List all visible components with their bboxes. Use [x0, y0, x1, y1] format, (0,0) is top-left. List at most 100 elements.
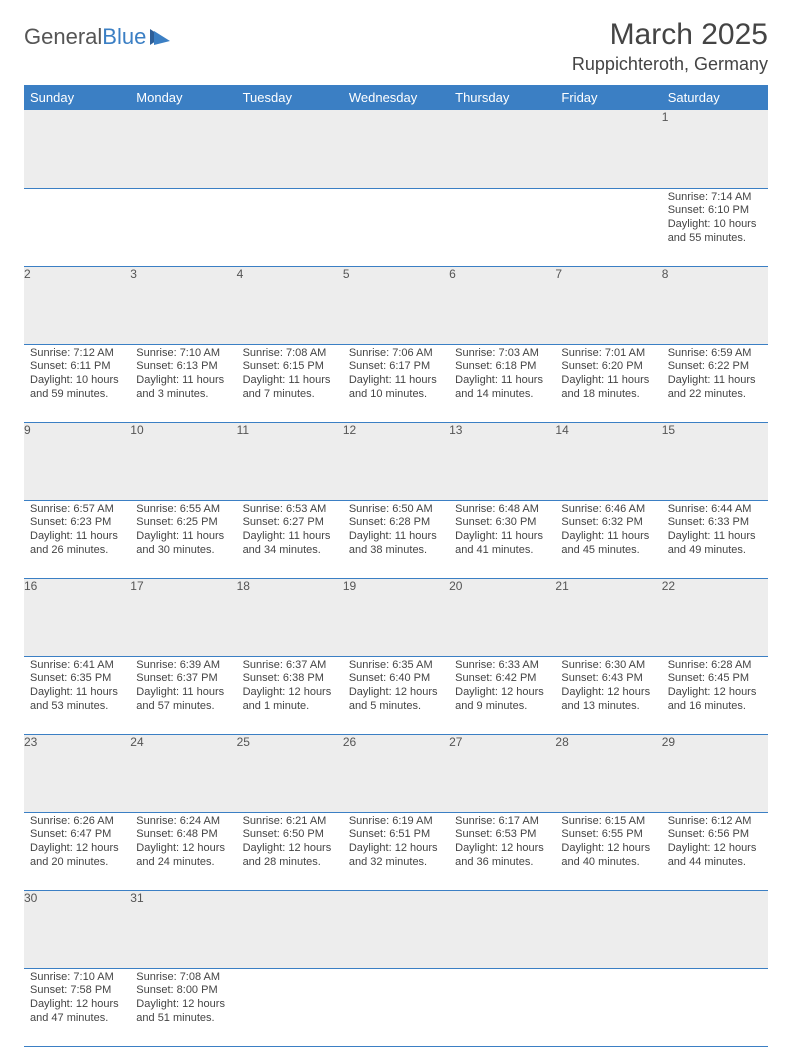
sunrise-text: Sunrise: 7:10 AM: [136, 347, 230, 361]
sunrise-text: Sunrise: 6:17 AM: [455, 815, 549, 829]
day-number-cell: 11: [237, 422, 343, 500]
day-number-cell: 24: [130, 734, 236, 812]
sunset-text: Sunset: 6:50 PM: [243, 828, 337, 842]
daylight-text: Daylight: 11 hours and 22 minutes.: [668, 374, 762, 402]
daylight-text: Daylight: 12 hours and 9 minutes.: [455, 686, 549, 714]
sunrise-text: Sunrise: 7:01 AM: [561, 347, 655, 361]
day-number-row: 9101112131415: [24, 422, 768, 500]
daylight-text: Daylight: 11 hours and 45 minutes.: [561, 530, 655, 558]
daylight-text: Daylight: 12 hours and 40 minutes.: [561, 842, 655, 870]
sunrise-text: Sunrise: 6:46 AM: [561, 503, 655, 517]
day-number-cell: 15: [662, 422, 768, 500]
day-body-cell: Sunrise: 6:12 AMSunset: 6:56 PMDaylight:…: [662, 812, 768, 890]
day-body-cell: [449, 968, 555, 1046]
sunrise-text: Sunrise: 6:26 AM: [30, 815, 124, 829]
sunrise-text: Sunrise: 6:12 AM: [668, 815, 762, 829]
sunset-text: Sunset: 6:53 PM: [455, 828, 549, 842]
day-body-cell: [343, 188, 449, 266]
logo-text-2: Blue: [102, 24, 146, 50]
day-body-row: Sunrise: 7:14 AMSunset: 6:10 PMDaylight:…: [24, 188, 768, 266]
sunrise-text: Sunrise: 6:37 AM: [243, 659, 337, 673]
day-body-cell: Sunrise: 7:12 AMSunset: 6:11 PMDaylight:…: [24, 344, 130, 422]
daylight-text: Daylight: 11 hours and 41 minutes.: [455, 530, 549, 558]
daylight-text: Daylight: 12 hours and 32 minutes.: [349, 842, 443, 870]
sunrise-text: Sunrise: 6:57 AM: [30, 503, 124, 517]
daylight-text: Daylight: 12 hours and 1 minute.: [243, 686, 337, 714]
day-body-row: Sunrise: 6:41 AMSunset: 6:35 PMDaylight:…: [24, 656, 768, 734]
weekday-header: Tuesday: [237, 85, 343, 110]
sunset-text: Sunset: 6:10 PM: [668, 204, 762, 218]
day-number-cell: 21: [555, 578, 661, 656]
day-number-cell: 22: [662, 578, 768, 656]
sunset-text: Sunset: 6:55 PM: [561, 828, 655, 842]
day-body-cell: Sunrise: 6:37 AMSunset: 6:38 PMDaylight:…: [237, 656, 343, 734]
daylight-text: Daylight: 11 hours and 34 minutes.: [243, 530, 337, 558]
daylight-text: Daylight: 11 hours and 3 minutes.: [136, 374, 230, 402]
day-number-cell: 9: [24, 422, 130, 500]
sunset-text: Sunset: 6:56 PM: [668, 828, 762, 842]
month-title: March 2025: [572, 18, 768, 52]
day-number-cell: 20: [449, 578, 555, 656]
weekday-header: Monday: [130, 85, 236, 110]
sunrise-text: Sunrise: 7:08 AM: [243, 347, 337, 361]
day-number-cell: 16: [24, 578, 130, 656]
day-body-cell: Sunrise: 7:03 AMSunset: 6:18 PMDaylight:…: [449, 344, 555, 422]
day-number-row: 1: [24, 110, 768, 188]
sunset-text: Sunset: 7:58 PM: [30, 984, 124, 998]
sunset-text: Sunset: 6:17 PM: [349, 360, 443, 374]
sunrise-text: Sunrise: 7:12 AM: [30, 347, 124, 361]
day-body-cell: [343, 968, 449, 1046]
day-body-cell: Sunrise: 6:50 AMSunset: 6:28 PMDaylight:…: [343, 500, 449, 578]
day-body-cell: Sunrise: 6:39 AMSunset: 6:37 PMDaylight:…: [130, 656, 236, 734]
day-body-cell: [24, 188, 130, 266]
day-number-cell: [130, 110, 236, 188]
sunset-text: Sunset: 6:47 PM: [30, 828, 124, 842]
day-body-cell: [555, 188, 661, 266]
day-body-cell: Sunrise: 6:35 AMSunset: 6:40 PMDaylight:…: [343, 656, 449, 734]
sunrise-text: Sunrise: 6:44 AM: [668, 503, 762, 517]
sunrise-text: Sunrise: 6:53 AM: [243, 503, 337, 517]
sunset-text: Sunset: 6:38 PM: [243, 672, 337, 686]
daylight-text: Daylight: 12 hours and 47 minutes.: [30, 998, 124, 1026]
day-number-cell: 31: [130, 890, 236, 968]
sunrise-text: Sunrise: 6:24 AM: [136, 815, 230, 829]
sunrise-text: Sunrise: 6:50 AM: [349, 503, 443, 517]
sunrise-text: Sunrise: 7:08 AM: [136, 971, 230, 985]
title-block: March 2025 Ruppichteroth, Germany: [572, 18, 768, 75]
daylight-text: Daylight: 10 hours and 55 minutes.: [668, 218, 762, 246]
day-body-cell: Sunrise: 6:26 AMSunset: 6:47 PMDaylight:…: [24, 812, 130, 890]
day-number-cell: [237, 110, 343, 188]
sunrise-text: Sunrise: 7:10 AM: [30, 971, 124, 985]
sunrise-text: Sunrise: 6:35 AM: [349, 659, 443, 673]
weekday-header: Thursday: [449, 85, 555, 110]
day-body-cell: Sunrise: 6:46 AMSunset: 6:32 PMDaylight:…: [555, 500, 661, 578]
day-number-cell: 2: [24, 266, 130, 344]
sunset-text: Sunset: 6:37 PM: [136, 672, 230, 686]
day-number-cell: 6: [449, 266, 555, 344]
day-number-cell: 30: [24, 890, 130, 968]
day-body-cell: Sunrise: 7:06 AMSunset: 6:17 PMDaylight:…: [343, 344, 449, 422]
day-number-cell: [449, 890, 555, 968]
daylight-text: Daylight: 12 hours and 13 minutes.: [561, 686, 655, 714]
day-body-cell: Sunrise: 7:08 AMSunset: 8:00 PMDaylight:…: [130, 968, 236, 1046]
day-body-cell: Sunrise: 6:59 AMSunset: 6:22 PMDaylight:…: [662, 344, 768, 422]
daylight-text: Daylight: 12 hours and 28 minutes.: [243, 842, 337, 870]
daylight-text: Daylight: 11 hours and 26 minutes.: [30, 530, 124, 558]
day-number-cell: [24, 110, 130, 188]
sunset-text: Sunset: 6:15 PM: [243, 360, 337, 374]
sunrise-text: Sunrise: 6:21 AM: [243, 815, 337, 829]
day-number-cell: 18: [237, 578, 343, 656]
daylight-text: Daylight: 12 hours and 20 minutes.: [30, 842, 124, 870]
header: GeneralBlue March 2025 Ruppichteroth, Ge…: [24, 18, 768, 75]
day-body-cell: [449, 188, 555, 266]
weekday-header-row: Sunday Monday Tuesday Wednesday Thursday…: [24, 85, 768, 110]
daylight-text: Daylight: 11 hours and 10 minutes.: [349, 374, 443, 402]
day-number-cell: 17: [130, 578, 236, 656]
daylight-text: Daylight: 11 hours and 53 minutes.: [30, 686, 124, 714]
day-number-row: 23242526272829: [24, 734, 768, 812]
day-number-row: 3031: [24, 890, 768, 968]
calendar-table: Sunday Monday Tuesday Wednesday Thursday…: [24, 85, 768, 1047]
day-body-cell: Sunrise: 7:14 AMSunset: 6:10 PMDaylight:…: [662, 188, 768, 266]
sunset-text: Sunset: 6:11 PM: [30, 360, 124, 374]
sunrise-text: Sunrise: 7:03 AM: [455, 347, 549, 361]
